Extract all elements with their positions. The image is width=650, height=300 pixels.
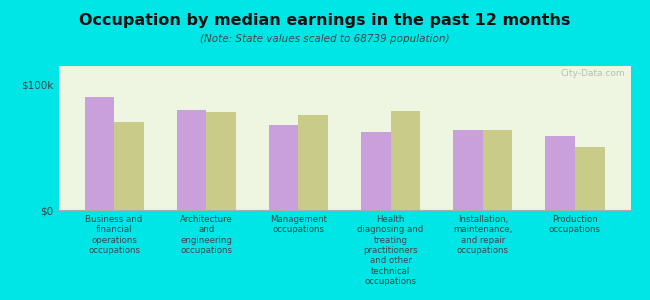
Bar: [575, 147, 604, 210]
Bar: [177, 110, 206, 210]
Text: Occupation by median earnings in the past 12 months: Occupation by median earnings in the pas…: [79, 14, 571, 28]
Text: (Note: State values scaled to 68739 population): (Note: State values scaled to 68739 popu…: [200, 34, 450, 44]
Text: City-Data.com: City-Data.com: [560, 69, 625, 78]
Bar: [391, 111, 420, 210]
Bar: [84, 97, 114, 210]
Bar: [269, 125, 298, 210]
Bar: [453, 130, 483, 210]
Bar: [483, 130, 512, 210]
Bar: [545, 136, 575, 210]
Bar: [361, 132, 391, 210]
Bar: [298, 115, 328, 210]
Bar: [114, 122, 144, 210]
Bar: [206, 112, 236, 210]
